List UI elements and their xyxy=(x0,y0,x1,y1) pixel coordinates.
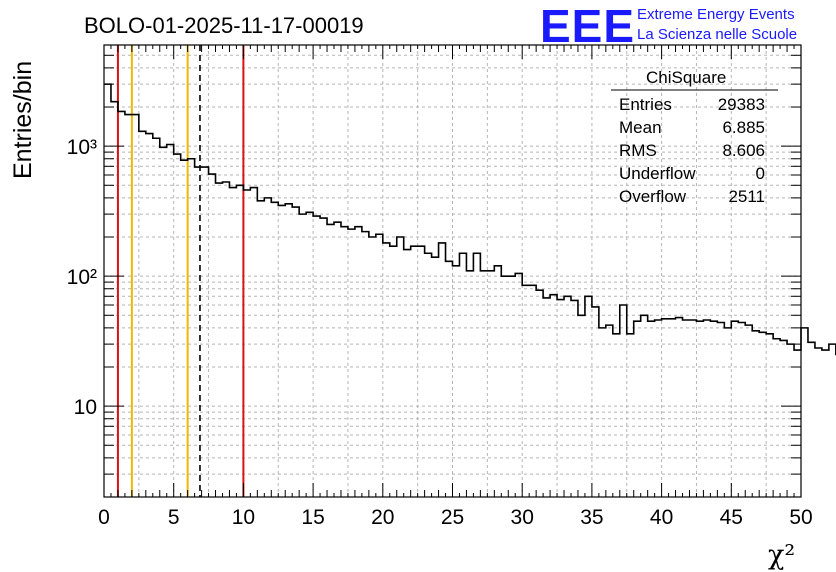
x-tick-label: 0 xyxy=(98,506,110,529)
eee-logo: EEE xyxy=(540,0,635,52)
histogram-series xyxy=(104,83,836,356)
axis-ticks xyxy=(103,44,802,498)
x-tick-label: 20 xyxy=(371,506,394,529)
stats-box: ChiSquare Entries 29383 Mean 6.885 RMS 8… xyxy=(611,68,778,206)
stats-label-overflow: Overflow xyxy=(619,187,687,206)
stats-label-underflow: Underflow xyxy=(619,164,696,183)
y-tick-label: 10² xyxy=(67,266,97,289)
x-tick-label: 5 xyxy=(168,506,180,529)
x-tick-label: 50 xyxy=(789,506,812,529)
stats-label-mean: Mean xyxy=(619,118,662,137)
stats-value-overflow: 2511 xyxy=(728,187,765,206)
stats-value-rms: 8.606 xyxy=(722,141,765,160)
logo-tagline-2: La Scienza nelle Scuole xyxy=(637,26,797,43)
reference-lines xyxy=(116,45,245,497)
x-tick-label: 10 xyxy=(232,506,255,529)
stats-title: ChiSquare xyxy=(646,68,726,87)
stats-label-rms: RMS xyxy=(619,141,657,160)
y-tick-label: 10 xyxy=(74,396,97,419)
y-tick-label: 10³ xyxy=(67,136,97,159)
chart-title: BOLO-01-2025-11-17-00019 xyxy=(84,13,364,38)
logo-tagline-1: Extreme Energy Events xyxy=(637,6,795,23)
x-tick-label: 15 xyxy=(301,506,324,529)
x-tick-label: 45 xyxy=(720,506,743,529)
x-tick-label: 25 xyxy=(441,506,464,529)
y-axis-title: Entries/bin xyxy=(9,61,37,179)
x-axis-title: χ² xyxy=(768,540,795,571)
histogram-line xyxy=(104,83,836,356)
x-tick-label: 35 xyxy=(580,506,603,529)
stats-label-entries: Entries xyxy=(619,95,672,114)
stats-value-entries: 29383 xyxy=(718,95,765,114)
grid xyxy=(104,45,801,497)
stats-value-mean: 6.885 xyxy=(722,118,765,137)
x-tick-label: 30 xyxy=(511,506,534,529)
stats-value-underflow: 0 xyxy=(756,164,765,183)
x-tick-label: 40 xyxy=(650,506,673,529)
tick-labels: 0 5 10 15 20 25 30 35 40 45 50 10 10² 10³ xyxy=(67,136,813,529)
